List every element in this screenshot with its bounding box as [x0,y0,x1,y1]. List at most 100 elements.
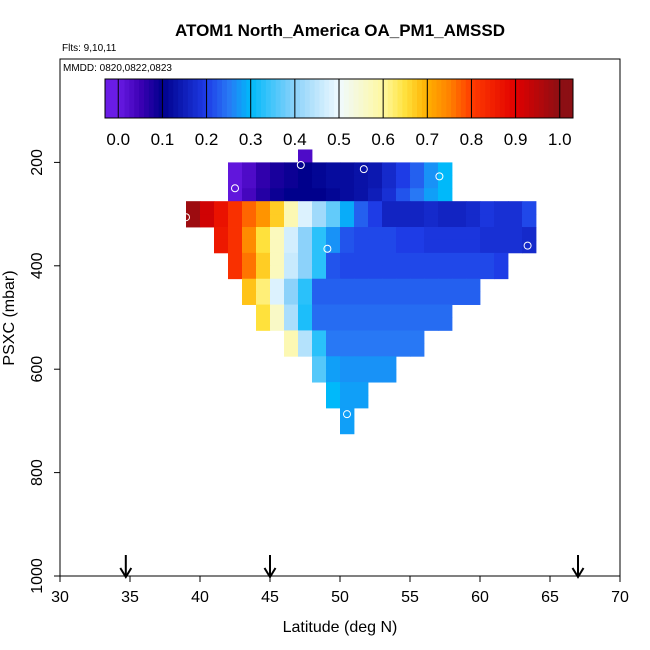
colorbar-segment [480,79,486,118]
heatmap-cell [256,278,271,293]
colorbar-segment [134,79,140,118]
colorbar-segment [421,79,428,118]
colorbar-segment [397,79,403,118]
heatmap-cell [340,227,355,241]
heatmap-cell [242,201,257,215]
colorbar-segment [261,79,267,118]
heatmap-cell [284,291,299,305]
colorbar-segment [275,79,282,118]
heatmap-cell [340,382,355,396]
heatmap-cell [368,214,383,228]
heatmap-cell [522,214,537,228]
colorbar-segment [192,79,199,118]
heatmap-cell [396,278,411,293]
heatmap-cell [480,214,495,228]
colorbar-segment [153,79,160,118]
heatmap-cell [312,162,327,176]
heatmap-cell [396,330,411,344]
colorbar-segment [475,79,481,118]
heatmap-cell [326,227,341,241]
colorbar-segment [178,79,184,118]
heatmap-cell [438,252,453,267]
colorbar-segment [431,79,437,118]
heatmap-cell [438,278,453,293]
heatmap-cell [298,343,313,357]
heatmap-cell [256,227,271,241]
heatmap-cell [452,239,467,254]
heatmap-cell [354,162,369,176]
colorbar-segment [158,79,165,118]
heatmap-cell [298,201,313,215]
y-tick-label: 600 [29,356,46,383]
dates-note: MMDD: 0820,0822,0823 [63,63,172,74]
heatmap-cell [284,239,299,254]
colorbar-segment [339,79,345,118]
heatmap-cell [270,291,285,305]
heatmap-cell [438,317,453,331]
heatmap-cell [326,214,341,228]
colorbar-segment [246,79,252,118]
flight-point [435,172,444,181]
heatmap-cell [382,214,397,228]
heatmap-cell [396,265,411,280]
heatmap-cell [424,252,439,267]
heatmap-cell [284,175,299,189]
flight-point [182,213,190,222]
heatmap-cell [410,330,425,344]
heatmap-cell [228,175,243,189]
colorbar-segment [363,79,369,118]
heatmap-cell [312,214,327,228]
heatmap-cell [382,227,397,241]
heatmap-cell [298,304,313,318]
heatmap-cell [494,227,509,241]
colorbar-segment [114,79,121,118]
heatmap-cell [354,175,369,189]
heatmap-cell [396,175,411,189]
heatmap-cell [242,239,257,254]
colorbar-tick-label: 0.0 [106,130,130,149]
heatmap-cell [298,278,313,293]
heatmap-cell [256,291,271,305]
heatmap-cell [424,304,439,318]
colorbar-tick-label: 0.1 [151,130,175,149]
heatmap-cell [256,265,271,280]
heatmap-cell [228,188,243,202]
heatmap-cell [214,227,229,241]
heatmap-cell [382,278,397,293]
heatmap-cell [382,175,397,189]
heatmap-cell [242,265,257,280]
y-tick-label: 800 [29,459,46,486]
colorbar [104,78,574,119]
heatmap-cell [466,265,481,280]
heatmap-cell [438,304,453,318]
colorbar-segment [285,79,291,118]
colorbar-tick-label: 0.7 [415,130,439,149]
heatmap-cell [508,239,523,254]
heatmap-cell [382,162,397,176]
colorbar-segment [460,79,467,118]
colorbar-segment [304,79,311,118]
heatmap-cell [522,239,537,254]
heatmap-cell [410,278,425,293]
heatmap-cell [340,420,355,435]
heatmap-cell [354,252,369,267]
flight-point [359,165,368,174]
colorbar-segment [295,79,301,118]
heatmap-cell [270,239,285,254]
heatmap-cell [410,239,425,254]
heatmap-cell [326,356,341,370]
heatmap-cell [326,330,341,344]
heatmap-cell [382,304,397,318]
heatmap-cell [228,201,243,215]
heatmap-cell [312,304,327,318]
heatmap-cell [354,291,369,305]
heatmap-cell [298,227,313,241]
colorbar-segment [490,79,496,118]
heatmap-cell [354,188,369,202]
colorbar-segment [343,79,350,118]
y-tick-label: 400 [29,252,46,279]
heatmap-cell [256,239,271,254]
colorbar-segment [197,79,204,118]
heatmap-cell [354,214,369,228]
